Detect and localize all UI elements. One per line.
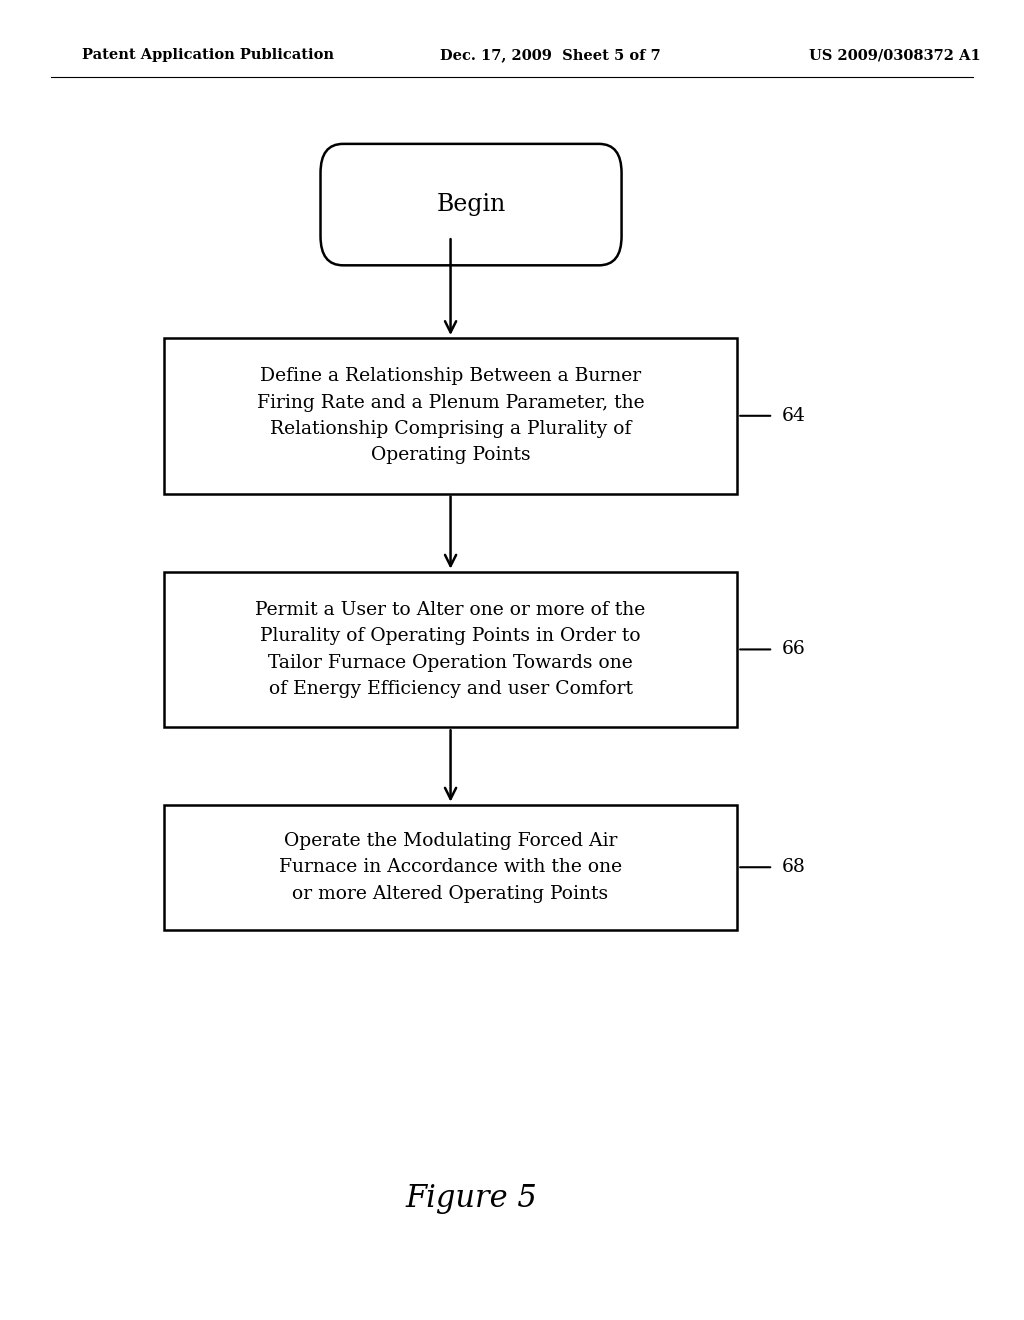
Text: 68: 68	[781, 858, 805, 876]
Text: 64: 64	[781, 407, 805, 425]
FancyBboxPatch shape	[321, 144, 622, 265]
Text: 66: 66	[781, 640, 805, 659]
Text: Patent Application Publication: Patent Application Publication	[82, 49, 334, 62]
Text: Dec. 17, 2009  Sheet 5 of 7: Dec. 17, 2009 Sheet 5 of 7	[440, 49, 662, 62]
Text: Permit a User to Alter one or more of the
Plurality of Operating Points in Order: Permit a User to Alter one or more of th…	[255, 601, 646, 698]
FancyBboxPatch shape	[164, 338, 737, 494]
Text: Begin: Begin	[436, 193, 506, 216]
Text: Figure 5: Figure 5	[406, 1183, 537, 1214]
Text: Define a Relationship Between a Burner
Firing Rate and a Plenum Parameter, the
R: Define a Relationship Between a Burner F…	[257, 367, 644, 465]
FancyBboxPatch shape	[164, 572, 737, 727]
Text: Operate the Modulating Forced Air
Furnace in Accordance with the one
or more Alt: Operate the Modulating Forced Air Furnac…	[279, 832, 623, 903]
FancyBboxPatch shape	[164, 804, 737, 929]
Text: US 2009/0308372 A1: US 2009/0308372 A1	[809, 49, 981, 62]
